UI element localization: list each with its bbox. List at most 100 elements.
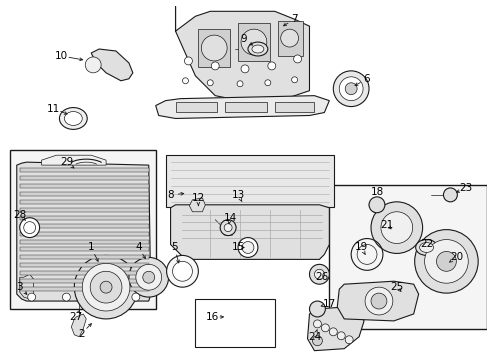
Circle shape: [166, 255, 198, 287]
Bar: [20, 224, 148, 228]
Bar: [20, 168, 148, 172]
Bar: [20, 192, 148, 196]
Circle shape: [82, 264, 130, 311]
Circle shape: [414, 230, 477, 293]
Bar: [20, 255, 148, 260]
Circle shape: [237, 81, 243, 87]
Circle shape: [211, 62, 219, 70]
Text: 5: 5: [171, 243, 178, 252]
Circle shape: [85, 57, 101, 73]
Polygon shape: [189, 198, 205, 212]
Circle shape: [314, 269, 324, 279]
Circle shape: [201, 35, 226, 61]
Text: 29: 29: [60, 157, 73, 167]
Bar: [10, 150, 155, 309]
Circle shape: [293, 55, 301, 63]
Circle shape: [28, 293, 36, 301]
Text: 13: 13: [231, 190, 244, 200]
Text: 27: 27: [70, 312, 83, 322]
Ellipse shape: [251, 45, 264, 53]
Polygon shape: [71, 314, 86, 337]
Circle shape: [142, 271, 154, 283]
Text: 26: 26: [314, 272, 327, 282]
Text: 1: 1: [88, 243, 94, 252]
Circle shape: [241, 29, 266, 55]
Bar: [175, 102, 217, 112]
Circle shape: [242, 242, 253, 253]
Circle shape: [291, 77, 297, 83]
Circle shape: [24, 222, 36, 234]
Circle shape: [207, 80, 213, 86]
Bar: [20, 184, 148, 188]
Text: 3: 3: [17, 282, 23, 292]
Polygon shape: [307, 307, 364, 351]
Circle shape: [220, 220, 236, 235]
Circle shape: [309, 264, 328, 284]
Bar: [20, 176, 148, 180]
Text: 12: 12: [191, 193, 204, 203]
Bar: [20, 287, 148, 291]
Circle shape: [184, 57, 192, 65]
Circle shape: [368, 197, 384, 213]
Circle shape: [333, 71, 368, 107]
Polygon shape: [17, 162, 150, 301]
Circle shape: [74, 255, 138, 319]
Bar: [20, 239, 148, 243]
Circle shape: [182, 78, 188, 84]
Polygon shape: [91, 49, 133, 81]
Bar: [195, 299, 274, 347]
Bar: [277, 21, 302, 56]
Circle shape: [328, 328, 337, 336]
Circle shape: [136, 264, 162, 290]
Ellipse shape: [247, 42, 267, 56]
Polygon shape: [175, 6, 309, 100]
Bar: [224, 102, 266, 112]
Text: 11: 11: [47, 104, 60, 113]
Bar: [20, 231, 148, 235]
Circle shape: [129, 257, 168, 297]
Circle shape: [424, 239, 468, 283]
Text: 22: 22: [419, 239, 432, 249]
Circle shape: [224, 224, 232, 231]
Text: 14: 14: [223, 213, 236, 223]
Circle shape: [365, 287, 392, 315]
Circle shape: [345, 83, 356, 95]
Circle shape: [380, 212, 412, 243]
Bar: [20, 279, 148, 283]
Circle shape: [172, 261, 192, 281]
Ellipse shape: [415, 239, 437, 255]
Polygon shape: [337, 281, 418, 321]
Text: 16: 16: [205, 312, 219, 322]
Text: 17: 17: [322, 299, 335, 309]
Circle shape: [313, 320, 321, 328]
Text: 2: 2: [78, 329, 84, 339]
Text: 21: 21: [380, 220, 393, 230]
Polygon shape: [155, 96, 328, 118]
Circle shape: [309, 301, 325, 317]
Circle shape: [345, 336, 352, 344]
Polygon shape: [41, 155, 106, 165]
Bar: [274, 102, 314, 112]
Text: 15: 15: [231, 243, 244, 252]
Text: 6: 6: [363, 74, 369, 84]
Text: 19: 19: [354, 243, 367, 252]
Circle shape: [132, 293, 140, 301]
Bar: [20, 264, 148, 267]
Ellipse shape: [60, 108, 87, 129]
Text: 28: 28: [13, 210, 26, 220]
Text: 23: 23: [459, 183, 472, 193]
Polygon shape: [20, 274, 34, 299]
Bar: [20, 208, 148, 212]
Bar: [20, 200, 148, 204]
Bar: [20, 216, 148, 220]
Circle shape: [339, 77, 362, 100]
Circle shape: [337, 332, 345, 340]
Circle shape: [62, 293, 70, 301]
Text: 18: 18: [369, 187, 383, 197]
Text: 20: 20: [449, 252, 462, 262]
Circle shape: [97, 293, 105, 301]
Circle shape: [443, 188, 456, 202]
Text: 8: 8: [167, 190, 174, 200]
Circle shape: [312, 336, 322, 346]
Text: 25: 25: [389, 282, 403, 292]
